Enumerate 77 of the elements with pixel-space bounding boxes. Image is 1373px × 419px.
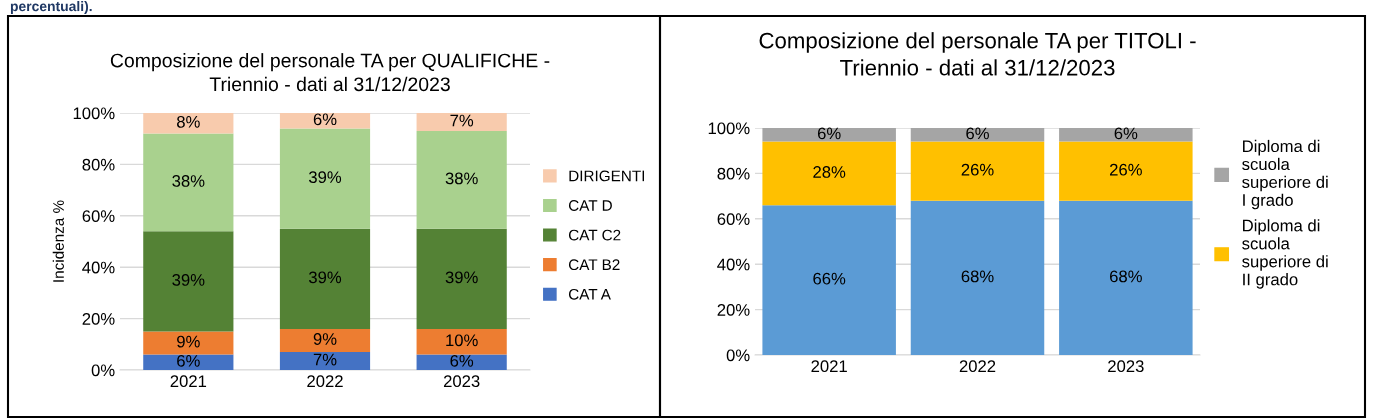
data-label: 39% bbox=[445, 271, 478, 284]
bar bbox=[279, 113, 371, 129]
legend-label: Diploma di scuola superiore di I grado bbox=[1242, 139, 1328, 210]
data-label: 6% bbox=[450, 354, 474, 367]
bar bbox=[762, 128, 896, 142]
y-tick-label: 100% bbox=[708, 122, 750, 135]
y-tick-label: 80% bbox=[717, 167, 750, 180]
bar bbox=[416, 228, 507, 329]
bar bbox=[279, 328, 371, 353]
bar bbox=[416, 130, 507, 229]
data-label: 6% bbox=[1114, 127, 1138, 140]
legend-label: CAT A bbox=[568, 288, 611, 300]
data-label: 10% bbox=[446, 334, 478, 347]
legend-label: CAT D bbox=[568, 200, 612, 211]
data-label: 26% bbox=[1109, 163, 1142, 176]
y-tick-label: 20% bbox=[717, 304, 750, 316]
x-tick-label: 2022 bbox=[307, 375, 343, 388]
data-label: 38% bbox=[172, 175, 205, 187]
bar bbox=[143, 331, 234, 355]
data-label: 7% bbox=[450, 114, 474, 127]
data-label: 6% bbox=[177, 354, 200, 367]
data-label: 6% bbox=[966, 127, 989, 140]
bar bbox=[416, 354, 507, 370]
bar bbox=[279, 352, 371, 370]
data-label: 8% bbox=[177, 115, 200, 128]
bar bbox=[762, 205, 896, 355]
data-label: 68% bbox=[961, 270, 994, 283]
data-label: 68% bbox=[1110, 270, 1142, 283]
y-tick-label: 40% bbox=[717, 258, 750, 271]
bar bbox=[1059, 200, 1193, 355]
data-label: 66% bbox=[813, 272, 846, 285]
data-label: 39% bbox=[308, 171, 342, 184]
y-tick-label: 100% bbox=[73, 107, 115, 120]
legend-label: Diploma di scuola superiore di II grado bbox=[1242, 219, 1328, 289]
data-label: 6% bbox=[817, 127, 841, 140]
bar bbox=[279, 128, 371, 229]
chart-title: Composizione del personale TA per TITOLI - Triennio - dati al 31/12/2023 bbox=[759, 32, 1196, 76]
y-axis-title: Incidenza % bbox=[52, 200, 64, 282]
bar bbox=[143, 133, 234, 232]
legend-label: CAT B2 bbox=[568, 259, 620, 271]
bar bbox=[910, 200, 1045, 355]
data-label: 26% bbox=[961, 163, 994, 176]
y-tick-label: 0% bbox=[91, 364, 115, 377]
data-label: 39% bbox=[308, 271, 342, 284]
data-label: 6% bbox=[313, 113, 337, 126]
bar bbox=[416, 113, 507, 131]
y-tick-label: 40% bbox=[82, 261, 115, 274]
legend-label: DIRIGENTI bbox=[569, 170, 645, 182]
y-tick-label: 60% bbox=[717, 213, 750, 225]
bar bbox=[1059, 128, 1193, 142]
bar bbox=[910, 141, 1045, 201]
bar bbox=[143, 113, 234, 134]
y-tick-label: 0% bbox=[726, 349, 750, 362]
bar bbox=[762, 141, 896, 206]
bar bbox=[1059, 141, 1193, 201]
data-label: 38% bbox=[445, 172, 478, 185]
x-tick-label: 2023 bbox=[1108, 360, 1144, 373]
data-label: 9% bbox=[313, 333, 337, 345]
bar bbox=[910, 128, 1045, 142]
data-label: 7% bbox=[313, 353, 337, 366]
bar bbox=[143, 231, 234, 332]
bar bbox=[279, 228, 371, 329]
bar bbox=[143, 354, 234, 370]
x-tick-label: 2021 bbox=[170, 375, 207, 388]
bar bbox=[416, 328, 507, 355]
y-tick-label: 60% bbox=[82, 210, 115, 222]
x-tick-label: 2023 bbox=[443, 375, 480, 388]
x-tick-label: 2021 bbox=[811, 360, 847, 373]
chart-title: Composizione del personale TA per QUALIFICHE - Triennio - dati al 31/12/2023 bbox=[110, 53, 550, 92]
text: percentuali). bbox=[10, 1, 92, 14]
legend-label: CAT C2 bbox=[568, 229, 621, 241]
y-tick-label: 80% bbox=[82, 158, 115, 171]
x-tick-label: 2022 bbox=[959, 360, 996, 373]
data-label: 28% bbox=[813, 166, 846, 178]
data-label: 39% bbox=[172, 274, 205, 286]
y-tick-label: 20% bbox=[82, 313, 115, 325]
data-label: 9% bbox=[177, 335, 200, 348]
